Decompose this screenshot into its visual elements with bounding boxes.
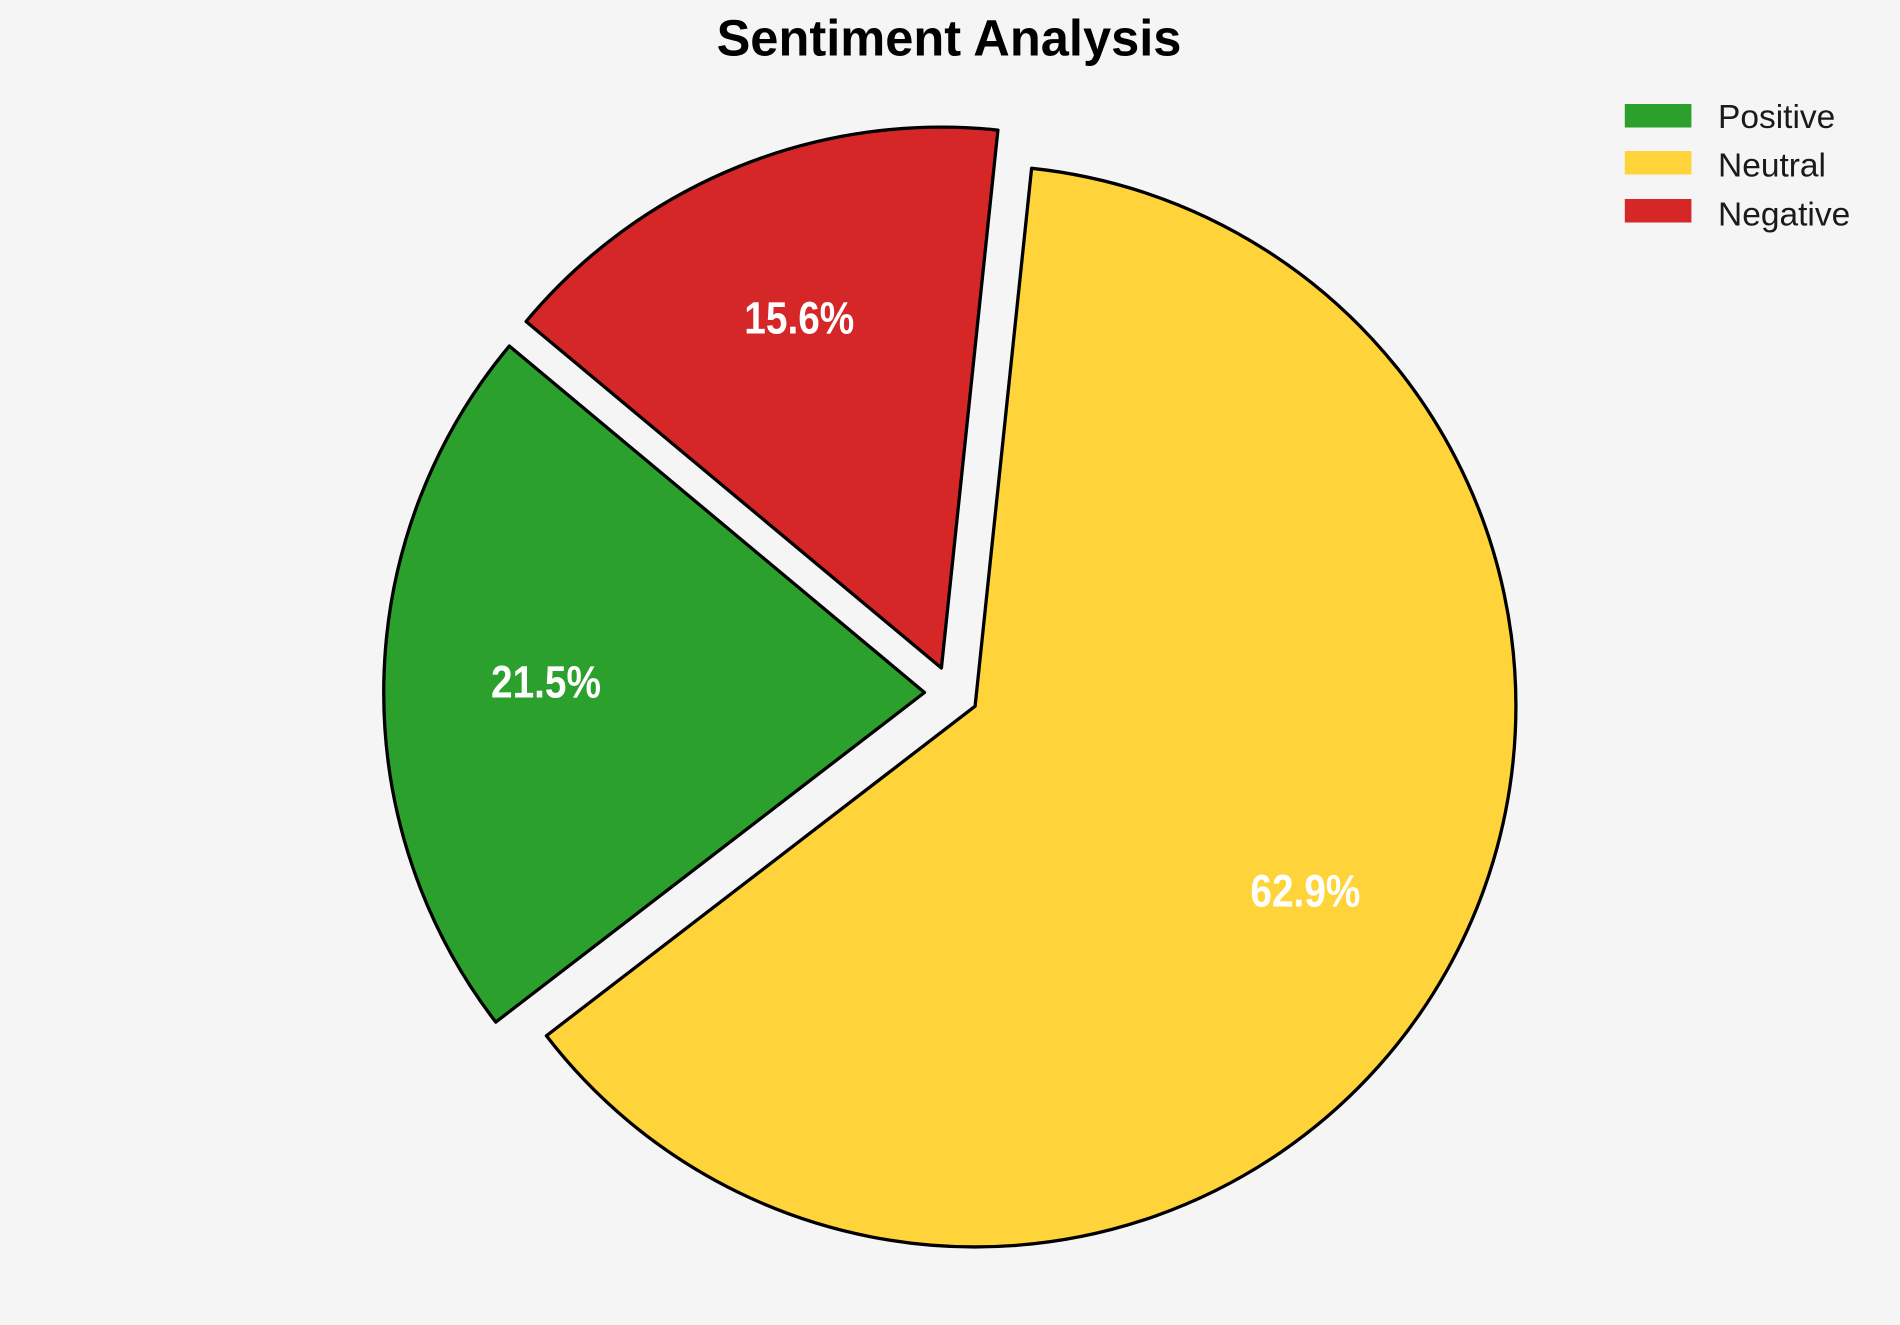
svg-text:15.6%: 15.6% [744,293,854,344]
svg-text:Positive: Positive [1718,99,1835,136]
svg-text:62.9%: 62.9% [1250,866,1360,917]
svg-text:Sentiment Analysis: Sentiment Analysis [717,9,1182,66]
svg-text:Neutral: Neutral [1718,148,1826,185]
svg-text:Negative: Negative [1718,196,1850,233]
svg-text:21.5%: 21.5% [491,657,601,708]
